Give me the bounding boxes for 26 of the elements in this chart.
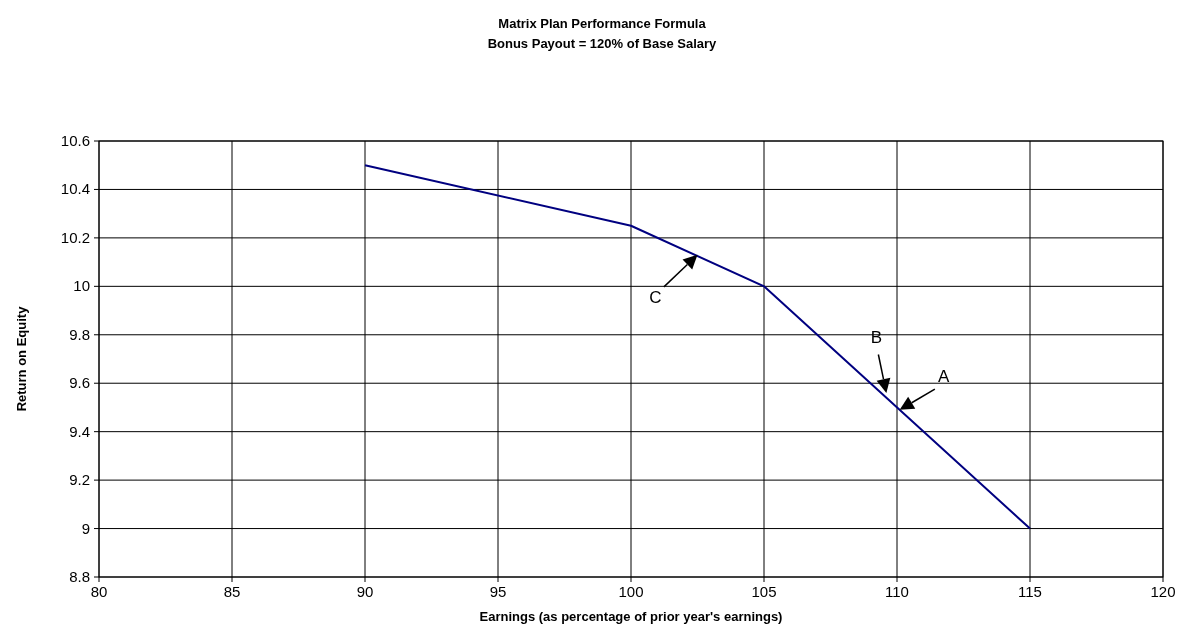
y-tick-label: 8.8 (69, 568, 90, 585)
annotation: A (937, 366, 950, 386)
x-tick-label: 110 (885, 583, 909, 600)
y-axis-title: Return on Equity (14, 305, 29, 412)
x-tick-label: 90 (356, 583, 374, 600)
y-tick-label: 10.2 (60, 228, 90, 246)
y-tick-label: 10 (73, 277, 90, 295)
x-tick-label: 95 (489, 583, 507, 600)
x-tick-label: 120 (1150, 583, 1176, 600)
chart-subtitle: Bonus Payout = 120% of Base Salary (487, 36, 718, 51)
x-tick-label: 100 (618, 583, 644, 600)
x-tick-label: 105 (751, 583, 777, 600)
x-tick-label: 85 (223, 583, 241, 600)
y-tick-label: 9.4 (69, 422, 90, 440)
y-tick-label: 9 (81, 519, 90, 537)
line-series (364, 164, 1031, 530)
y-tick-label: 9.6 (69, 374, 90, 392)
x-axis-title: Earnings (as percentage of prior year's earnings) (479, 609, 783, 624)
x-tick-label: 80 (90, 583, 108, 600)
annotation: C (649, 287, 662, 307)
y-tick-label: 9.2 (69, 471, 90, 489)
x-tick-label: 115 (1018, 583, 1042, 600)
y-tick-label: 10.6 (60, 132, 90, 149)
chart-title: Matrix Plan Performance Formula (498, 16, 707, 31)
y-tick-label: 10.4 (60, 180, 90, 198)
y-tick-label: 9.8 (69, 325, 90, 343)
